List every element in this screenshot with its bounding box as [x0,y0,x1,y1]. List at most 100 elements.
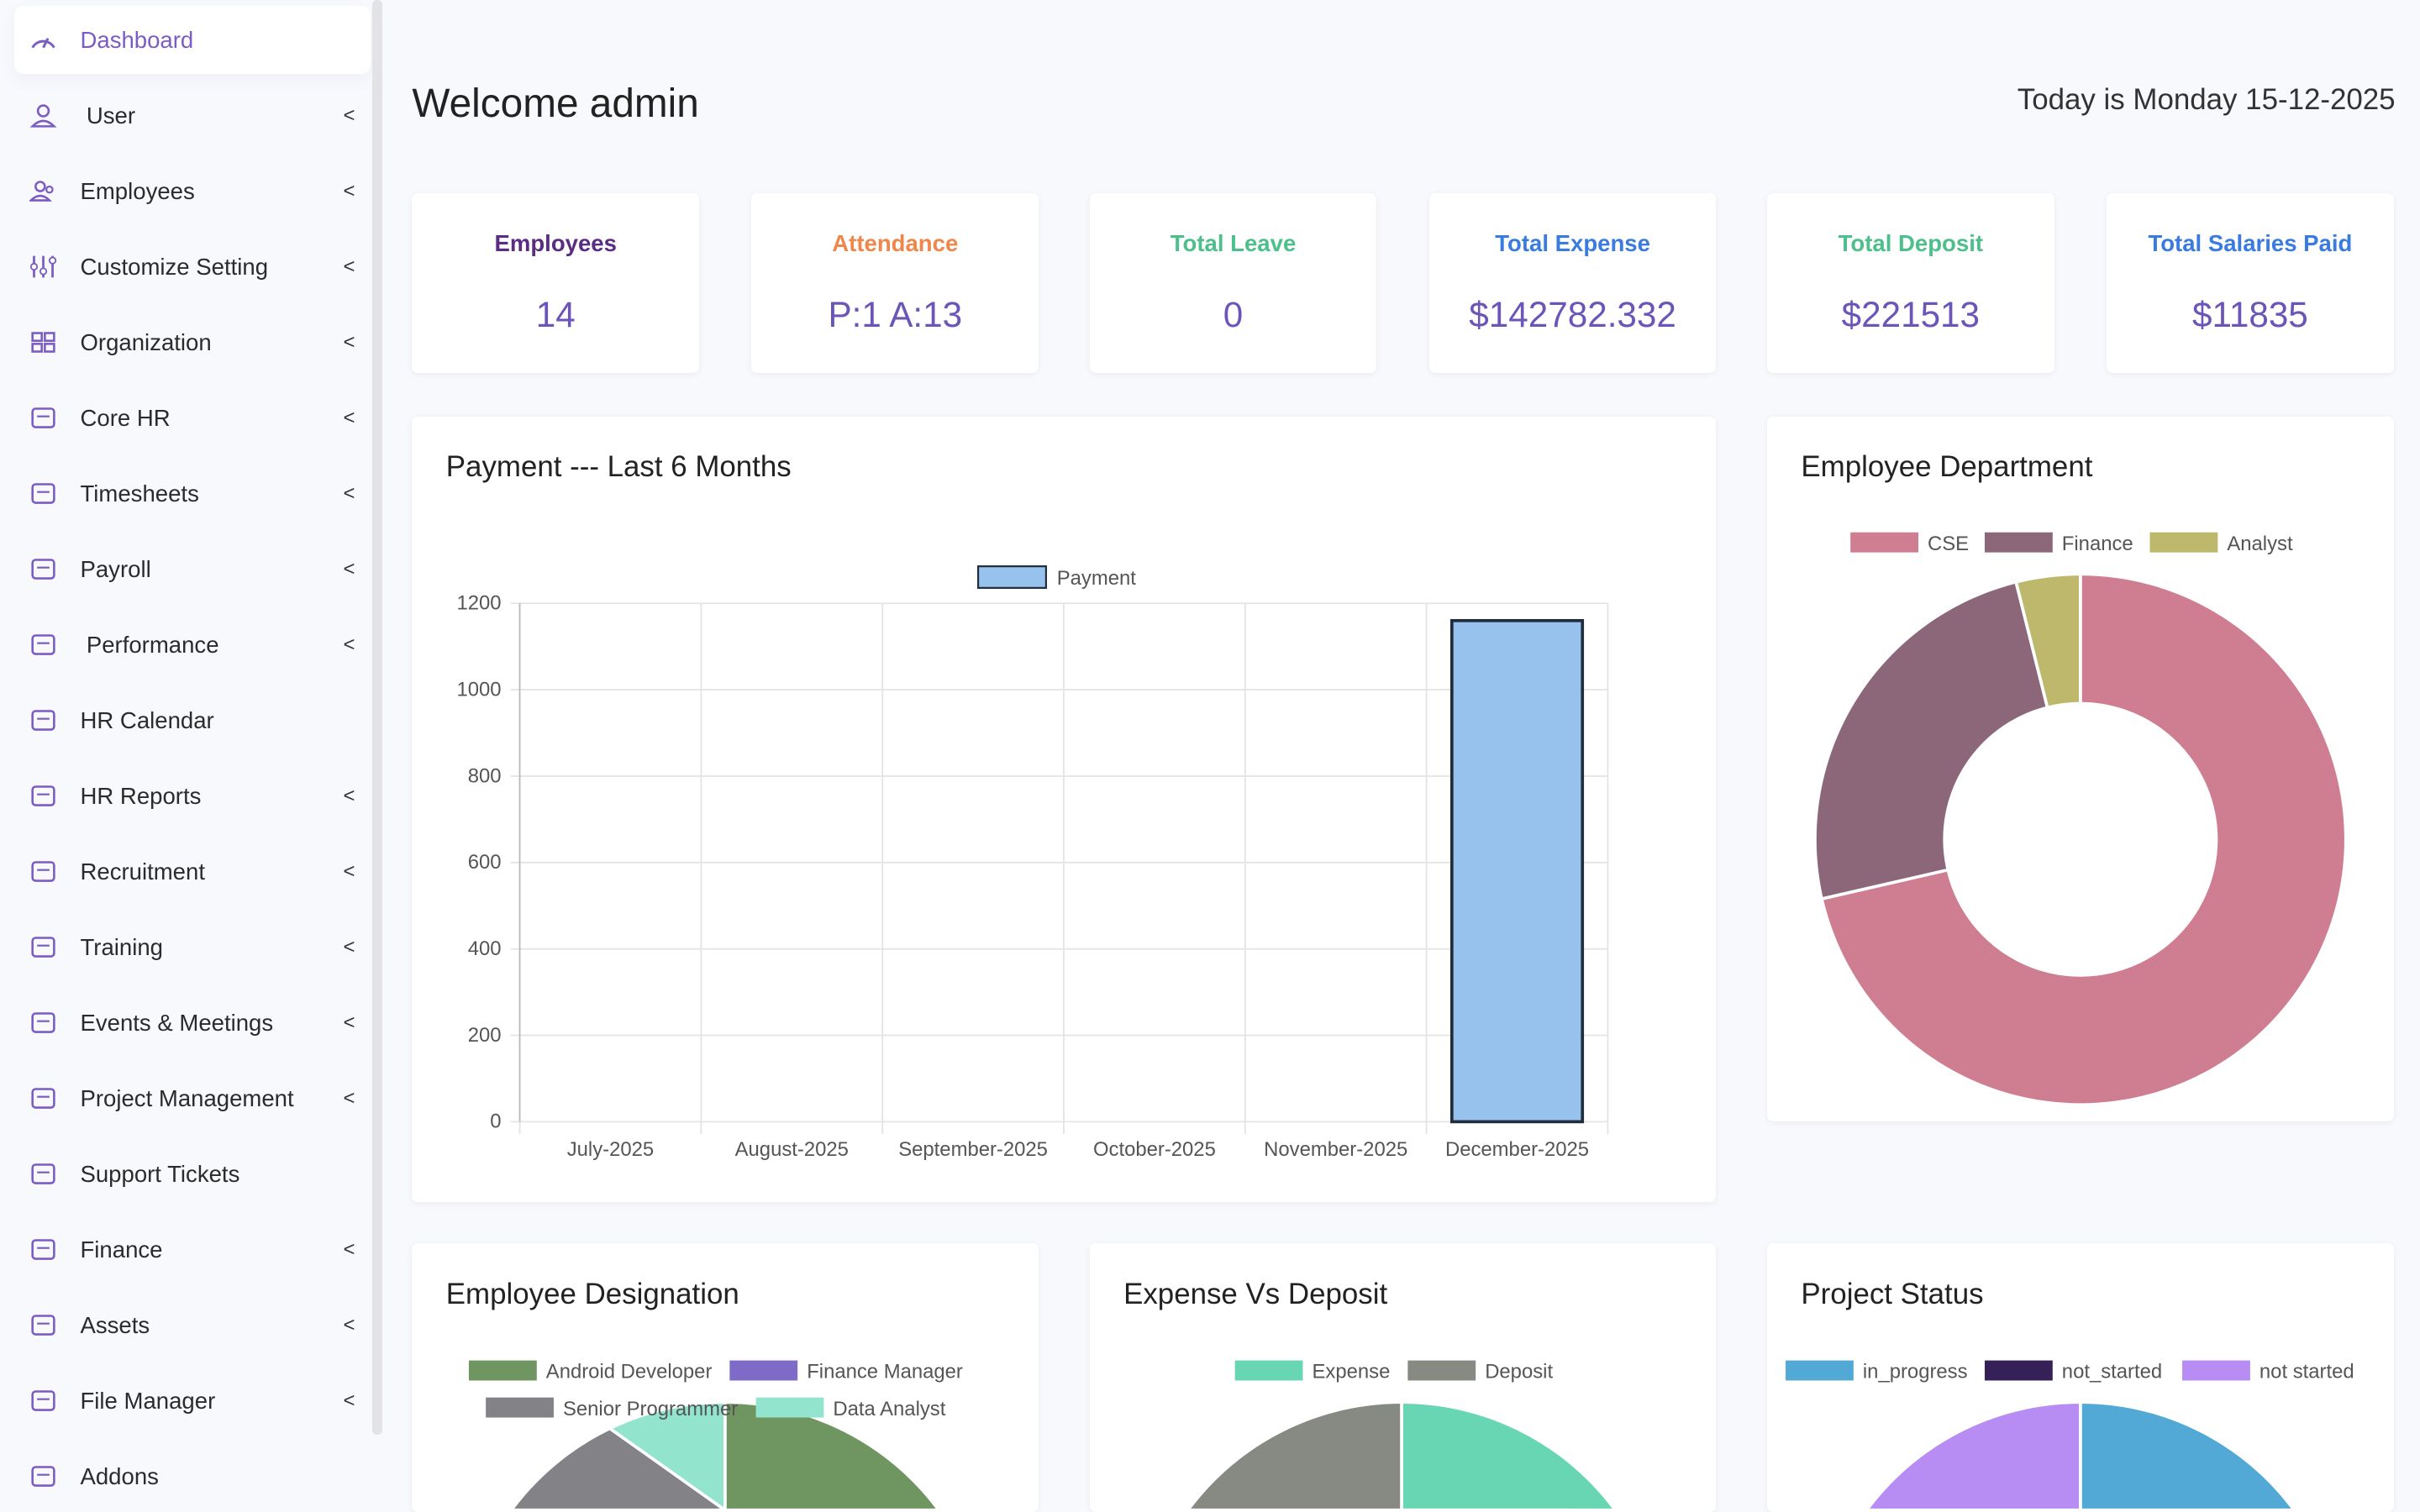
chart-title: Project Status [1801,1277,1984,1310]
chevron-left-icon[interactable]: < [343,481,355,505]
x-tick-label: August-2025 [735,1138,849,1161]
y-tick-label: 200 [468,1024,502,1047]
sidebar-scrollbar[interactable] [371,0,383,1436]
sidebar-item-payroll[interactable]: Payroll < [14,535,371,603]
chevron-left-icon[interactable]: < [343,255,355,278]
legend-label: Senior Programmer [563,1398,738,1420]
legend-swatch [2182,1360,2250,1381]
y-tick-label: 800 [468,764,502,787]
page-title: Welcome admin [412,81,699,126]
slice-not-started [1814,1400,2082,1512]
sidebar-item-label: Core HR [80,404,171,431]
chevron-left-icon[interactable]: < [343,1389,355,1412]
briefcase-icon [31,407,55,429]
sidebar-item-support-tickets[interactable]: Support Tickets [14,1140,371,1208]
sidebar-item-label: Training [80,933,163,960]
legend-label: Deposit [1485,1361,1553,1383]
legend-label: Data Analyst [834,1398,946,1420]
stat-card-total-deposit: Total Deposit $221513 [1767,192,2054,374]
sidebar-item-training[interactable]: Training < [14,913,371,981]
sidebar-item-label: Employees [80,177,195,204]
payment-chart-card: Payment --- Last 6 Months Payment 0 200 400… [412,416,1717,1202]
chevron-left-icon[interactable]: < [343,103,355,127]
designation-pie-chart: Android Developer Finance Manager Senior P… [460,1360,992,1512]
chevron-left-icon[interactable]: < [343,330,355,354]
x-tick-label: November-2025 [1265,1138,1408,1161]
chevron-left-icon[interactable]: < [343,406,355,429]
slice-in-progress [2079,1400,2346,1512]
sidebar-item-employees[interactable]: Employees < [14,157,371,225]
sidebar-item-assets[interactable]: Assets < [14,1291,371,1359]
gauge-icon [31,38,55,49]
stat-value: 14 [535,294,576,334]
stat-value: 0 [1223,294,1244,334]
chart-title: Employee Department [1801,450,2093,484]
sidebar-item-events-meetings[interactable]: Events & Meetings < [14,989,371,1057]
chevron-left-icon[interactable]: < [343,1011,355,1034]
y-tick-label: 600 [468,851,502,874]
sidebar-item-hr-calendar[interactable]: HR Calendar [14,686,371,754]
payment-bar-chart: Payment 0 200 400 600 800 1000 1200 July-2025 Aug… [457,564,1609,1161]
sidebar-item-addons[interactable]: Addons [14,1442,371,1510]
users-icon [29,181,54,202]
sidebar-item-dashboard[interactable]: Dashboard [13,6,371,75]
sidebar-item-project-management[interactable]: Project Management < [14,1064,371,1132]
folder-icon [31,1390,55,1412]
sidebar-item-core-hr[interactable]: Core HR < [14,384,371,452]
slice-finance [1813,580,2049,901]
sidebar-item-user[interactable]: User < [14,81,371,150]
chevron-left-icon[interactable]: < [343,1237,355,1261]
sidebar-item-label: Organization [80,328,212,355]
user-icon [29,104,57,128]
sidebar-item-file-manager[interactable]: File Manager < [14,1367,371,1435]
project-status-chart-card: Project Status in_progress not_started not… [1767,1243,2394,1512]
legend-label: not started [2260,1361,2354,1383]
event-icon [31,1012,55,1034]
today-date: Today is Monday 15-12-2025 [2017,83,2396,117]
sidebar-item-performance[interactable]: Performance < [14,611,371,679]
legend-label: Finance [2062,533,2133,555]
department-chart-card: Employee Department CSE Finance Analyst [1767,416,2394,1122]
chevron-left-icon[interactable]: < [343,179,355,202]
legend-swatch [1234,1360,1303,1381]
sidebar-item-finance[interactable]: Finance < [14,1215,371,1284]
sidebar-item-recruitment[interactable]: Recruitment < [14,837,371,906]
stat-value: $142782.332 [1469,294,1676,334]
sidebar-item-timesheets[interactable]: Timesheets < [14,459,371,528]
chevron-left-icon[interactable]: < [343,859,355,883]
legend-label: not_started [2062,1361,2162,1383]
chart-title: Payment --- Last 6 Months [445,450,792,484]
sidebar: Dashboard User < Employees < Customize Settin… [0,0,372,1512]
x-tick-label: September-2025 [899,1138,1049,1161]
legend-swatch [1786,1360,1854,1381]
chevron-left-icon[interactable]: < [343,1313,355,1336]
slice-deposit [1135,1400,1569,1512]
x-tick-label: July-2025 [567,1138,654,1161]
sidebar-item-label: Addons [80,1462,159,1489]
sidebar-item-customize-setting[interactable]: Customize Setting < [14,233,371,301]
expense-deposit-pie-chart: Expense Deposit [1135,1360,1667,1512]
flag-icon [31,1466,55,1488]
sidebar-item-label: Project Management [80,1084,294,1111]
y-tick-label: 1200 [457,591,502,614]
sidebar-item-label: File Manager [80,1387,216,1414]
clock-icon [31,483,55,505]
grid-icon [31,332,55,354]
legend-swatch [486,1398,555,1418]
chevron-left-icon[interactable]: < [343,557,355,580]
x-tick-label: October-2025 [1093,1138,1216,1161]
sidebar-item-hr-reports[interactable]: HR Reports < [14,762,371,830]
archive-icon [31,1315,55,1336]
chevron-left-icon[interactable]: < [343,935,355,958]
sliders-icon [29,255,57,278]
chevron-left-icon[interactable]: < [343,784,355,807]
stat-card-total-salaries-paid: Total Salaries Paid $11835 [2107,192,2394,374]
ticket-icon [31,1163,55,1185]
chevron-left-icon[interactable]: < [343,1086,355,1110]
sidebar-item-label: Payroll [80,555,151,582]
sidebar-item-organization[interactable]: Organization < [14,308,371,376]
chevron-left-icon[interactable]: < [343,633,355,656]
sidebar-item-label: Customize Setting [80,253,269,280]
stat-value: $221513 [1841,294,1981,334]
legend-label: in_progress [1863,1361,1968,1383]
